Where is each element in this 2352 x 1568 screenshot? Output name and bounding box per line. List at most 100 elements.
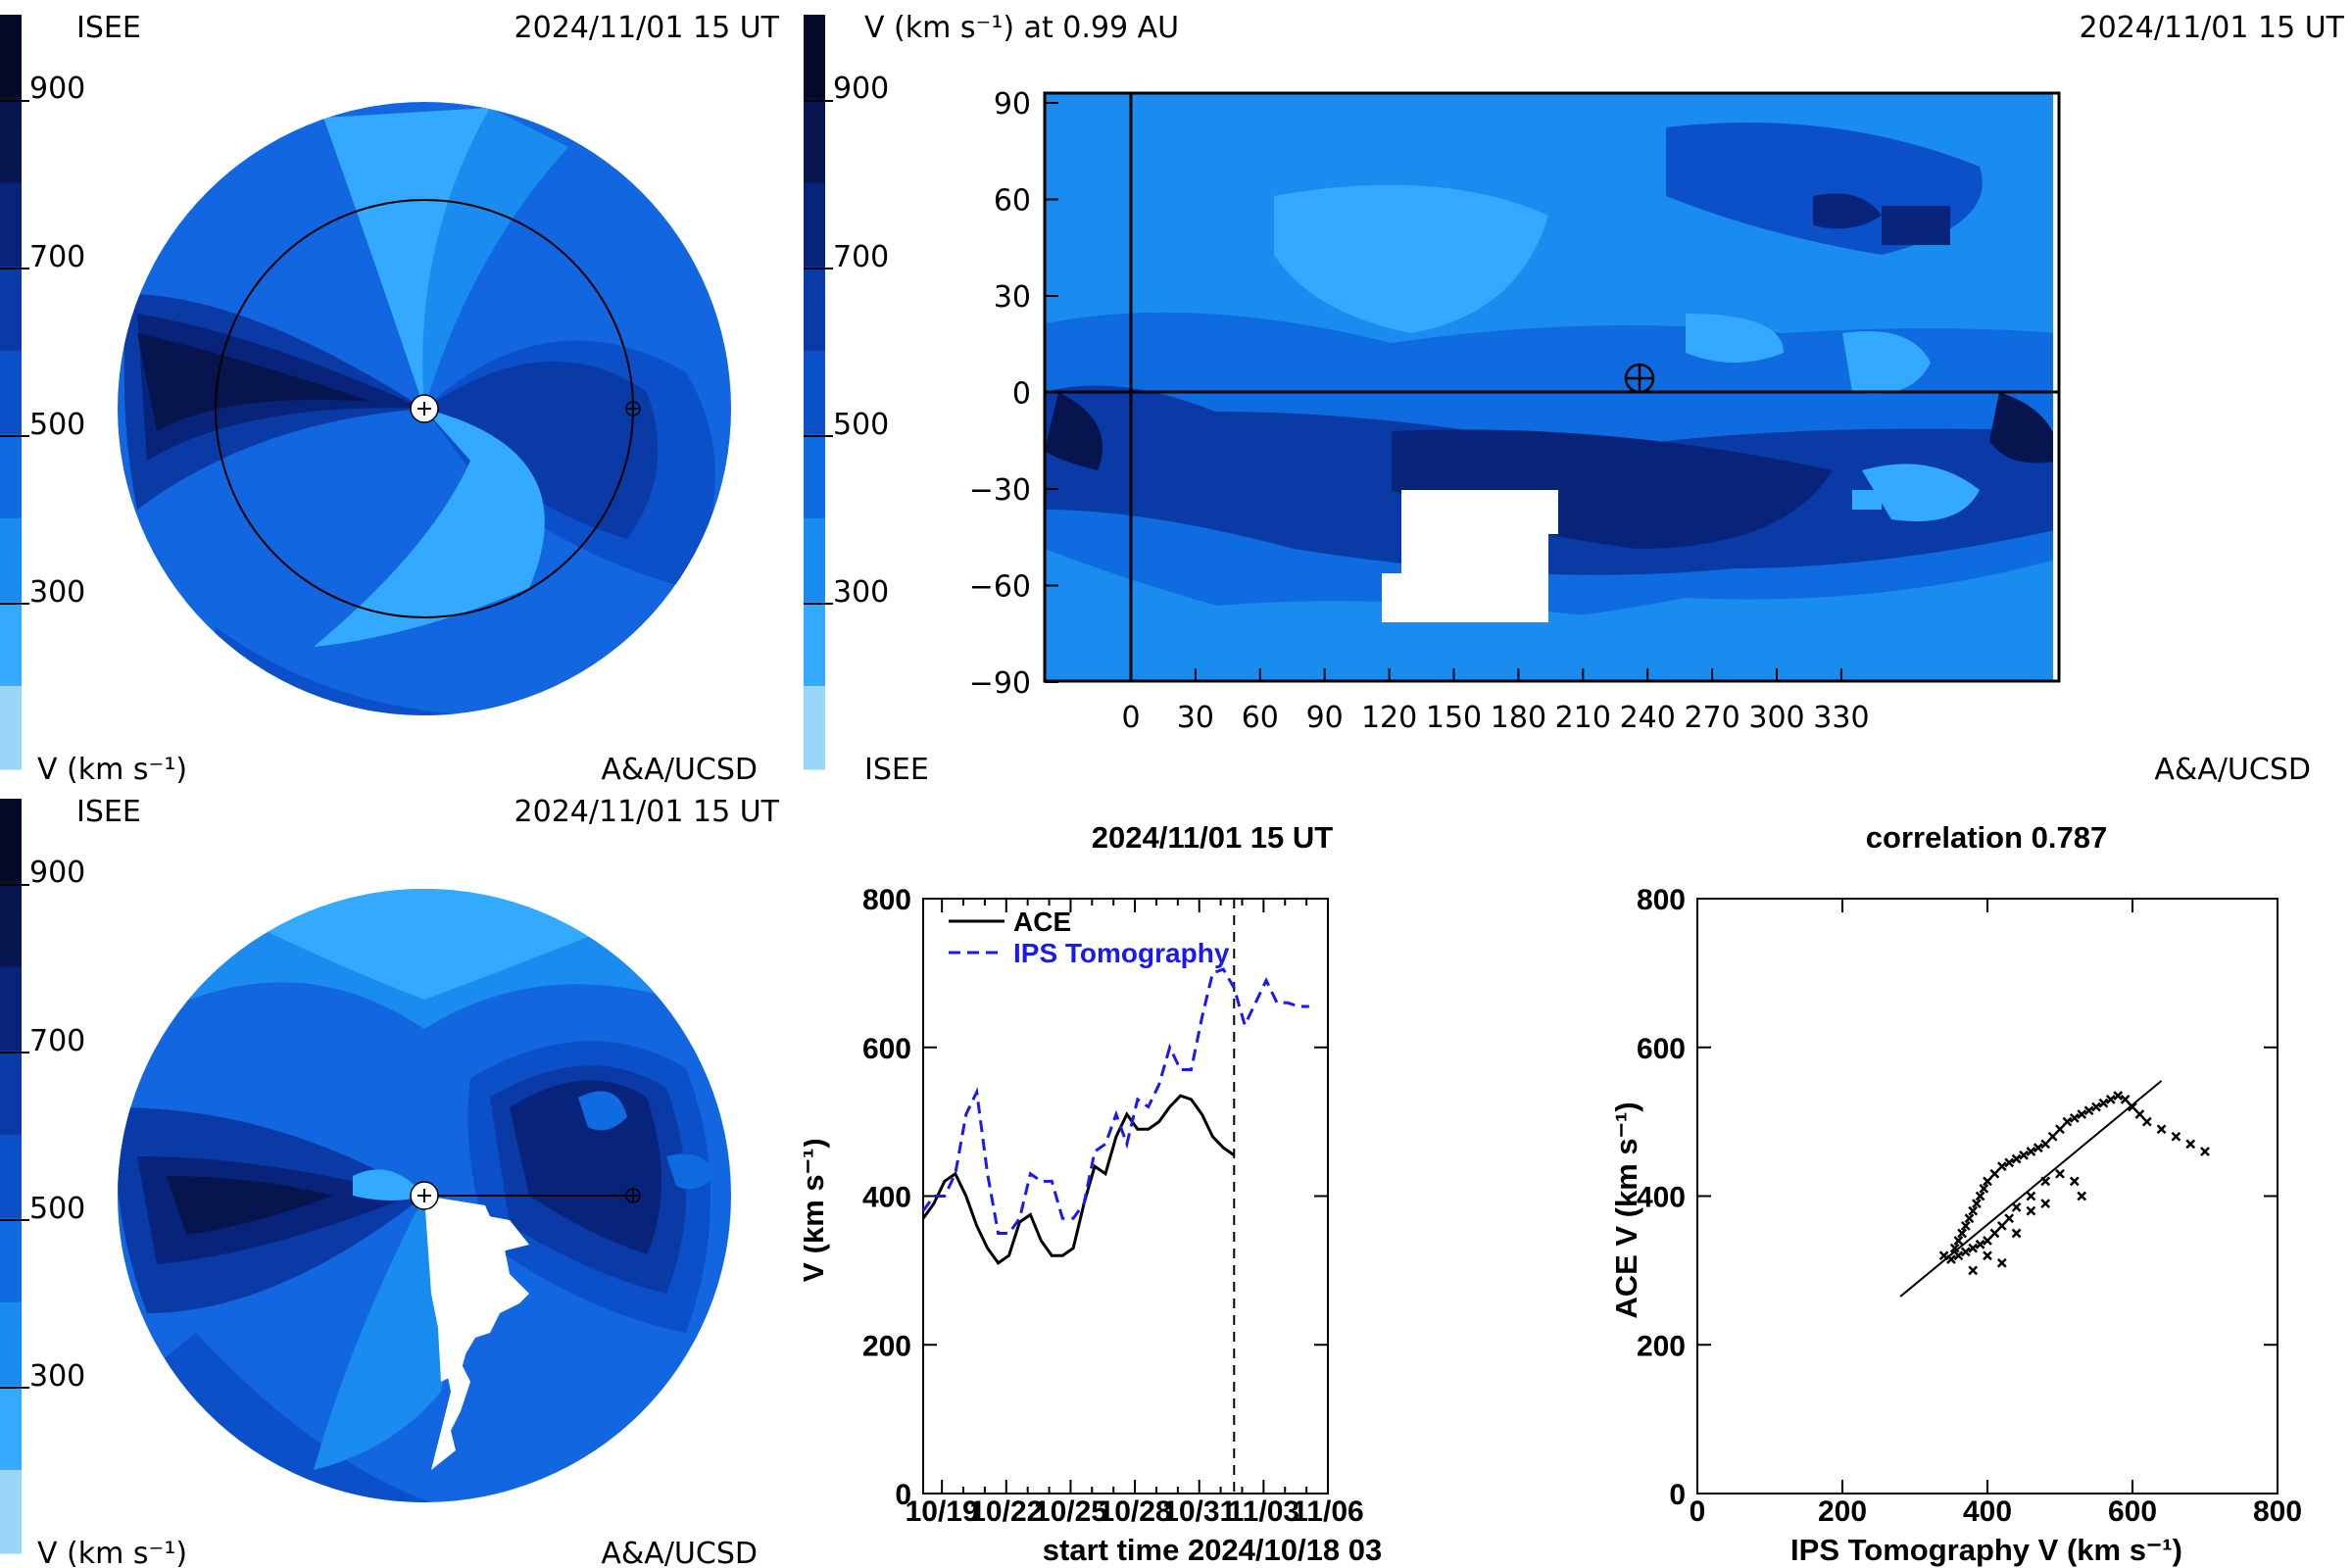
timestamp: 2024/11/01 15 UT [514,11,780,45]
cb3-tick-900: 900 [29,856,85,890]
scatter-point [2026,1191,2036,1201]
scatter-point [2141,1116,2152,1127]
cb3-tick-300: 300 [29,1359,85,1394]
series-ips-line [921,967,1309,1235]
map-x-tick-label: 270 [1684,701,1740,735]
scatter-point [2185,1139,2196,1150]
colorbar-band [804,601,825,686]
colorbar-band [804,350,825,435]
scatter-point [1979,1184,1989,1194]
scatter-point [2033,1143,2043,1153]
ts-y-tick-label: 800 [862,884,911,916]
colorbar-band [0,1217,22,1302]
sc-y-tick-label: 200 [1637,1330,1686,1362]
cb-tick-300: 300 [29,575,85,610]
map-y-axis: 90 60 30 0 −30 −60 −90 [969,87,1058,701]
colorbar-band [0,98,22,183]
unit-label: V (km s⁻¹) [37,753,187,784]
ts-legend: ACE IPS Tomography [949,906,1230,968]
scatter-point [2011,1201,2022,1212]
ts-x-tick-label: 10/19 [906,1495,979,1528]
sc-x-tick-label: 600 [2108,1495,2157,1528]
scatter-point [2128,1102,2137,1112]
cb2-tick-700: 700 [833,240,889,274]
legend-ace-label: ACE [1013,906,1071,937]
ts-xlabel: start time 2024/10/18 03 [1043,1533,1382,1567]
scatter-point [2091,1102,2101,1112]
scatter-point [1996,1257,2007,1268]
cb-tick-500: 500 [29,408,85,442]
scatter-point [2171,1131,2181,1142]
colorbar-band [0,966,22,1052]
ts-y-tick-label: 400 [862,1182,911,1214]
scatter-point [2062,1116,2073,1127]
sc-x-tick-label: 0 [1690,1495,1706,1528]
scatter-point [1968,1243,1979,1253]
ts-ylabel: V (km s⁻¹) [804,1138,830,1282]
scatter-point [1996,1220,2007,1231]
scatter-point [1946,1254,1956,1264]
map-y-tick-label: −60 [969,570,1031,605]
scatter-point [2011,1228,2022,1239]
colorbar-band [0,1050,22,1135]
ts-x-tick-label: 10/22 [969,1495,1043,1528]
map-y-tick-label: 30 [994,280,1031,315]
scatter-point [1996,1161,2007,1172]
ts-x-tick-label: 10/31 [1162,1495,1236,1528]
map-x-tick-label: 300 [1748,701,1804,735]
latlon-map [1043,91,2061,683]
colorbar-ticks-bottom-left: 900 700 500 300 [0,856,85,1394]
scatter-point [2105,1094,2116,1104]
sc-y-tick-label: 0 [1669,1479,1686,1511]
cb2-tick-500: 500 [833,408,889,442]
top-left-figure: 900 700 500 300 ISEE 2024/11/01 15 UT V … [0,11,780,784]
ts-x-tick-label: 11/03 [1228,1495,1299,1528]
ts-x-tick-label: 10/25 [1034,1495,1107,1528]
colorbar-band [0,15,22,100]
map-x-tick-label: 210 [1555,701,1611,735]
timestamp: 2024/11/01 15 UT [514,795,780,829]
sc-x-tick-label: 400 [1963,1495,2012,1528]
scatter-point [1983,1250,1992,1261]
panel-top-left: 900 700 500 300 ISEE 2024/11/01 15 UT V … [0,0,804,784]
colorbar-band [804,266,825,351]
scatter-point [1938,1250,1949,1261]
colorbar-band [804,685,825,770]
scatter-point [1953,1236,1964,1246]
map-y-tick-label: −90 [969,666,1031,701]
scatter-point [2026,1205,2036,1216]
colorbar-band [0,1301,22,1387]
scatter-point [2098,1098,2109,1108]
colorbar-band [0,433,22,518]
colorbar-band [0,882,22,967]
scatter-point [1968,1265,1979,1276]
colorbar-band [0,1469,22,1554]
map-x-tick-label: 240 [1620,701,1676,735]
panel-scatter: correlation 0.787 IPS Tomography V (km s… [1548,784,2352,1568]
panel-top-right: 900 700 500 300 V (km s⁻¹) at 0.99 AU 20… [804,0,2352,784]
legend-ips-label: IPS Tomography [1013,938,1230,968]
scatter-point [1949,1243,1960,1253]
colorbar-band [804,433,825,518]
scatter-point [1968,1205,1979,1216]
map-x-tick-label: 180 [1491,701,1546,735]
credit-label: A&A/UCSD [601,1537,758,1568]
colorbar-top-right [804,15,825,770]
credit-label: A&A/UCSD [601,753,758,784]
scatter-point [2120,1094,2131,1104]
colorbar-top-left [0,15,22,770]
scatter-point [1989,1228,2000,1239]
scatter-point [2047,1131,2058,1142]
colorbar-band [0,799,22,884]
ts-plot-frame [922,898,1329,1494]
unit-label: V (km s⁻¹) [37,1537,187,1568]
sc-y-tick-label: 400 [1637,1182,1686,1214]
map-y-tick-label: 0 [1012,377,1031,412]
sc-xlabel: IPS Tomography V (km s⁻¹) [1790,1533,2182,1567]
scatter-point [2055,1168,2065,1179]
cb-tick-700: 700 [29,240,85,274]
scatter-point [1975,1191,1985,1201]
scatter-point [2011,1153,2022,1164]
scatter-point [2083,1105,2094,1116]
colorbar-ticks-top-left: 900 700 500 300 [0,72,85,610]
